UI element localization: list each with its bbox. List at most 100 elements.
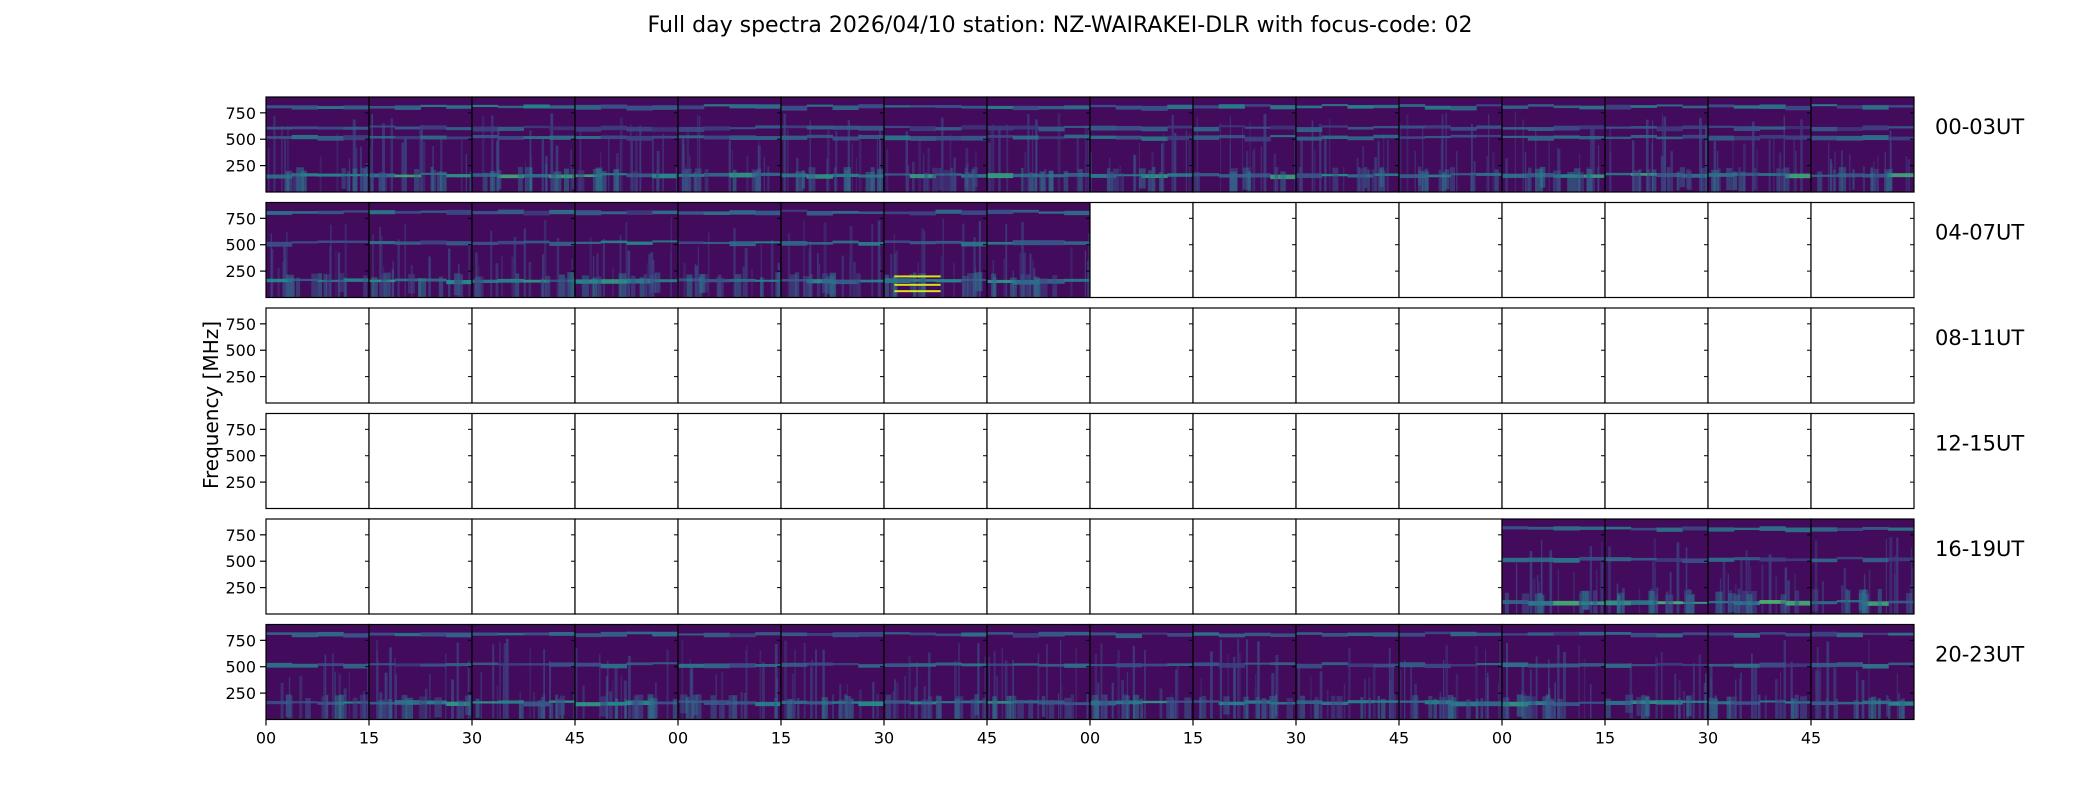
spectrum-streak xyxy=(332,653,334,720)
spectrum-band xyxy=(575,702,602,707)
spectrum-noise xyxy=(1147,170,1152,192)
spectrum-band xyxy=(1115,135,1142,140)
spectrum-band xyxy=(729,241,756,247)
spectrum-streak xyxy=(1855,670,1858,720)
spectrum-band xyxy=(1527,557,1554,563)
spectrum-streak xyxy=(629,124,632,192)
spectrum-streak xyxy=(886,148,889,192)
spectrum-noise xyxy=(1193,172,1200,192)
spectrum-noise xyxy=(1853,700,1859,720)
spectrum-noise xyxy=(1652,590,1655,614)
spectrum-band xyxy=(523,173,550,178)
spectrum-streak xyxy=(1682,690,1686,720)
spectrum-streak xyxy=(420,125,424,192)
spectrum-streak xyxy=(989,126,993,192)
spectrum-empty xyxy=(1090,202,1193,298)
row-label: 00-03UT xyxy=(1935,115,2024,139)
y-tick-label: 250 xyxy=(225,473,256,492)
spectrum-noise xyxy=(1360,697,1364,720)
spectrum-band xyxy=(935,127,962,131)
spectrum-noise xyxy=(1686,695,1692,717)
spectrum-band xyxy=(1218,104,1245,109)
spectrum-streak xyxy=(1557,149,1561,192)
spectrum-band xyxy=(1605,557,1632,562)
spectrum-band xyxy=(446,663,472,667)
spectrum-noise xyxy=(1530,696,1536,720)
spectrum-band xyxy=(909,632,936,636)
spectrum-band xyxy=(1682,558,1708,564)
spectrum-band xyxy=(394,632,421,637)
spectrum-band xyxy=(781,662,808,667)
spectrum-streak xyxy=(895,250,899,298)
spectrum-noise xyxy=(1300,695,1306,720)
spectrum-empty xyxy=(1193,202,1296,298)
spectrum-band xyxy=(549,241,575,246)
spectrum-panel xyxy=(1295,518,1400,615)
spectrum-panel xyxy=(1810,96,1915,193)
spectrum-streak xyxy=(744,248,748,298)
spectrum-noise xyxy=(1476,699,1479,720)
spectrum-streak xyxy=(1253,148,1256,192)
spectrum-band xyxy=(1502,633,1529,636)
spectrum-streak xyxy=(1549,550,1553,614)
spectrum-band xyxy=(472,126,499,132)
spectrum-background xyxy=(1605,97,1708,192)
spectrum-streak xyxy=(1391,663,1394,720)
spectrum-noise xyxy=(405,697,414,720)
spectrum-noise xyxy=(717,277,724,298)
spectrum-streak xyxy=(810,659,814,720)
spectrum-band xyxy=(369,125,396,128)
spectrum-streak xyxy=(751,268,753,298)
spectrum-band xyxy=(987,135,1014,138)
spectrum-streak xyxy=(721,671,724,720)
spectrum-band xyxy=(858,632,884,637)
spectrum-band xyxy=(1527,526,1554,530)
spectrum-background xyxy=(1811,97,1914,192)
spectrum-band xyxy=(1347,105,1374,109)
spectrum-noise xyxy=(1006,695,1012,720)
spectrum-band xyxy=(1399,632,1426,637)
spectrum-band xyxy=(549,105,575,109)
spectrum-streak xyxy=(1386,139,1389,192)
spectrum-streak xyxy=(550,113,554,192)
spectrum-band xyxy=(1579,526,1605,530)
spectrum-noise xyxy=(1754,167,1757,190)
spectrum-band xyxy=(1244,632,1271,637)
spectrum-noise xyxy=(952,172,957,192)
spectrum-noise xyxy=(1280,171,1286,192)
spectrum-noise xyxy=(1783,167,1790,192)
spectrum-streak xyxy=(281,125,283,192)
spectrum-noise xyxy=(964,172,972,192)
spectrum-noise xyxy=(1653,594,1658,614)
spectrum-noise xyxy=(1794,590,1800,614)
spectrum-band xyxy=(266,700,293,705)
spectrum-band xyxy=(781,632,808,637)
spectrum-streak xyxy=(1037,653,1040,720)
spectrum-streak xyxy=(366,662,369,720)
spectrum-streak xyxy=(1257,641,1260,720)
spectrum-streak xyxy=(481,115,485,192)
spectrum-empty xyxy=(1296,308,1399,403)
y-tick-label: 250 xyxy=(225,579,256,598)
spectrum-streak xyxy=(1219,639,1223,720)
spectrum-streak xyxy=(715,674,717,720)
spectrum-streak xyxy=(681,639,684,720)
spectrum-band xyxy=(935,209,962,214)
spectrum-noise xyxy=(938,168,942,191)
spectrum-streak xyxy=(783,113,786,192)
spectrum-band xyxy=(497,240,524,245)
spectrum-band xyxy=(1064,631,1090,636)
spectrum-band xyxy=(1296,127,1323,133)
spectrum-panel xyxy=(1604,623,1709,721)
spectrum-noise xyxy=(567,272,574,298)
spectrum-band xyxy=(884,240,911,243)
spectrum-band xyxy=(317,126,344,130)
spectrum-band xyxy=(600,211,627,215)
spectrum-band xyxy=(781,240,808,246)
spectrum-empty xyxy=(266,519,369,614)
spectrum-band xyxy=(755,172,781,176)
spectrum-band xyxy=(1373,632,1399,637)
spectrum-band xyxy=(446,632,472,638)
spectrum-panel xyxy=(265,201,370,299)
spectrum-band xyxy=(1708,173,1735,177)
